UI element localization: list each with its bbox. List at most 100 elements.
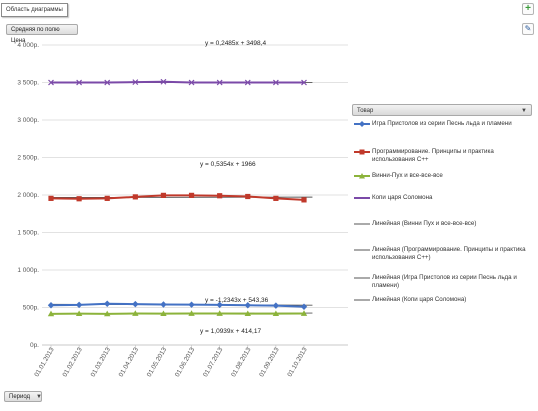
data-point — [48, 79, 54, 86]
series-line — [50, 194, 305, 201]
data-point — [76, 79, 83, 86]
data-point — [244, 302, 251, 309]
x-tick-label: 01.10.2013 — [286, 346, 309, 378]
x-tick-label: 01.01.2013 — [33, 346, 56, 378]
data-point — [47, 302, 55, 309]
x-tick-label: 01.09.2013 — [258, 346, 281, 378]
chart-area-tooltip: Область диаграммы — [1, 3, 68, 17]
data-point — [132, 310, 139, 316]
data-point — [300, 303, 308, 310]
legend-swatch-marker — [359, 173, 365, 179]
x-tick-label: 01.02.2013 — [62, 346, 85, 378]
series-line — [50, 302, 305, 308]
legend-swatch — [354, 121, 370, 127]
data-point — [75, 310, 83, 317]
legend-swatch — [354, 173, 370, 179]
x-tick-label: 01.03.2013 — [90, 346, 113, 378]
legend-label: Программирование. Принципы и практика ис… — [372, 148, 494, 163]
data-point — [132, 79, 139, 86]
series-line — [51, 80, 304, 84]
data-point — [188, 301, 195, 308]
data-point — [244, 310, 251, 317]
data-point-stroke — [48, 79, 54, 86]
x-tick-label: 01.06.2013 — [174, 346, 197, 378]
legend-field-button[interactable]: Товар ▼ — [352, 104, 532, 116]
legend-label: Линейная (Копи царя Соломона) — [372, 296, 467, 303]
data-point-stroke — [132, 79, 139, 86]
axis-field-button[interactable]: Период ▼ — [4, 391, 42, 402]
data-point-stroke — [272, 79, 279, 86]
legend-swatch-marker — [359, 121, 365, 127]
series-lines — [47, 78, 308, 317]
data-point-stroke — [104, 79, 111, 86]
data-point — [301, 79, 307, 86]
legend-label: Линейная (Программирование. Принципы и п… — [372, 246, 526, 261]
legend-label: Игра Пристолов из серии Песнь льда и пла… — [372, 120, 512, 127]
legend-label: Линейная (Винни Пух и все-все-все) — [372, 220, 477, 227]
chevron-down-icon[interactable]: ▼ — [521, 108, 527, 114]
data-point — [104, 79, 111, 86]
legend-label: Винни-Пух и все-все-все — [372, 172, 443, 179]
data-point — [272, 79, 279, 86]
y-tick-label: 2 500р. — [17, 155, 39, 162]
data-point — [300, 310, 308, 316]
y-tick-label: 4 000р. — [17, 42, 39, 49]
x-axis-labels: 01.01.2013 01.02.2013 01.03.2013 01.04.2013… — [33, 345, 309, 378]
data-point — [75, 301, 83, 309]
trendline-equations: y = 1,0939x + 414,17 y = 0,5354x + 1966 y … — [200, 40, 269, 335]
data-point — [76, 196, 82, 202]
data-point — [188, 192, 195, 198]
data-point — [104, 310, 111, 317]
x-tick-label: 01.04.2013 — [118, 346, 141, 378]
trendline-equation: y = 1,0939x + 414,17 — [200, 328, 261, 335]
trendline-equation: y = 0,5354x + 1966 — [200, 161, 256, 168]
legend-label: Копи царя Соломона — [372, 194, 433, 201]
data-point — [160, 310, 167, 317]
data-point-stroke — [301, 79, 307, 86]
data-point — [245, 193, 251, 200]
data-point — [216, 301, 223, 309]
y-axis-labels: 0р. 500р. 1 000р. 1 500р. 2 000р. 2 500р. 3 00… — [17, 42, 39, 349]
chart-styles-brush-icon[interactable]: ✎ — [522, 23, 534, 35]
data-point — [244, 79, 251, 86]
data-point-stroke — [216, 79, 223, 86]
data-point — [160, 78, 167, 85]
data-point — [301, 197, 307, 203]
y-tick-label: 1 000р. — [17, 267, 39, 274]
data-point — [217, 193, 223, 199]
legend-swatch — [354, 249, 370, 251]
legend-swatch — [354, 277, 370, 279]
data-point-stroke — [160, 78, 167, 85]
trendline-equation: y = -1,2343x + 543,36 — [205, 297, 269, 304]
data-point — [132, 194, 138, 200]
data-point — [272, 310, 280, 317]
legend-swatch — [354, 149, 370, 155]
legend-field-label: Товар — [357, 108, 374, 114]
trendline-equation: y = 0,2485x + 3498,4 — [205, 40, 266, 47]
data-point-stroke — [188, 79, 195, 86]
data-point — [160, 192, 167, 198]
legend-swatch — [354, 223, 370, 225]
data-point — [132, 300, 139, 308]
data-point — [48, 195, 54, 201]
legend-label: Линейная (Игра Пристолов из серии Песнь … — [372, 274, 517, 289]
legend-swatch-marker — [359, 149, 365, 155]
data-point — [47, 310, 55, 317]
y-tick-label: 3 500р. — [17, 80, 39, 87]
legend-swatch — [354, 299, 370, 301]
x-tick-label: 01.05.2013 — [146, 346, 169, 378]
add-chart-element-button[interactable]: + — [522, 3, 534, 15]
y-tick-label: 1 500р. — [17, 230, 39, 237]
data-point — [188, 79, 195, 86]
y-tick-label: 2 000р. — [17, 192, 39, 199]
x-tick-label: 01.07.2013 — [202, 346, 225, 378]
y-tick-label: 3 000р. — [17, 117, 39, 124]
y-tick-label: 0р. — [30, 342, 39, 349]
data-point — [104, 195, 110, 201]
data-point — [160, 301, 167, 308]
value-field-button[interactable]: Средняя по полю Цена — [6, 24, 78, 44]
chevron-down-icon[interactable]: ▼ — [36, 394, 42, 400]
data-point — [273, 195, 279, 201]
data-point — [104, 300, 111, 307]
